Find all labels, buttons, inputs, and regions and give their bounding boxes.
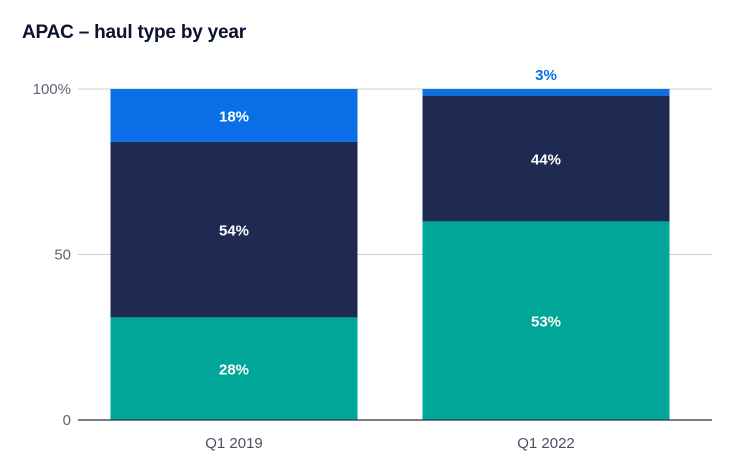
- bar-segment-top-1: [110, 89, 358, 142]
- bar-segment-middle-2: [422, 95, 670, 222]
- bar-segment-middle-1: [110, 141, 358, 318]
- data-label-bottom-1: 28%: [219, 362, 249, 379]
- bar-segment-top-2: [422, 89, 670, 96]
- y-tick-label: 50: [54, 247, 71, 264]
- data-label-bottom-2: 53%: [531, 314, 561, 331]
- data-label-middle-2: 44%: [531, 152, 561, 169]
- y-tick-label: 0: [63, 412, 71, 429]
- bar-segment-bottom-1: [110, 317, 358, 420]
- data-label-top-1: 18%: [219, 108, 249, 125]
- data-label-top-2: 3%: [535, 67, 557, 84]
- x-tick-label: Q1 2019: [205, 435, 263, 452]
- chart-title: APAC – haul type by year: [22, 22, 246, 43]
- x-tick-label: Q1 2022: [517, 435, 575, 452]
- y-tick-label: 100%: [33, 81, 71, 98]
- bar-segment-bottom-2: [422, 221, 670, 420]
- data-label-middle-1: 54%: [219, 223, 249, 240]
